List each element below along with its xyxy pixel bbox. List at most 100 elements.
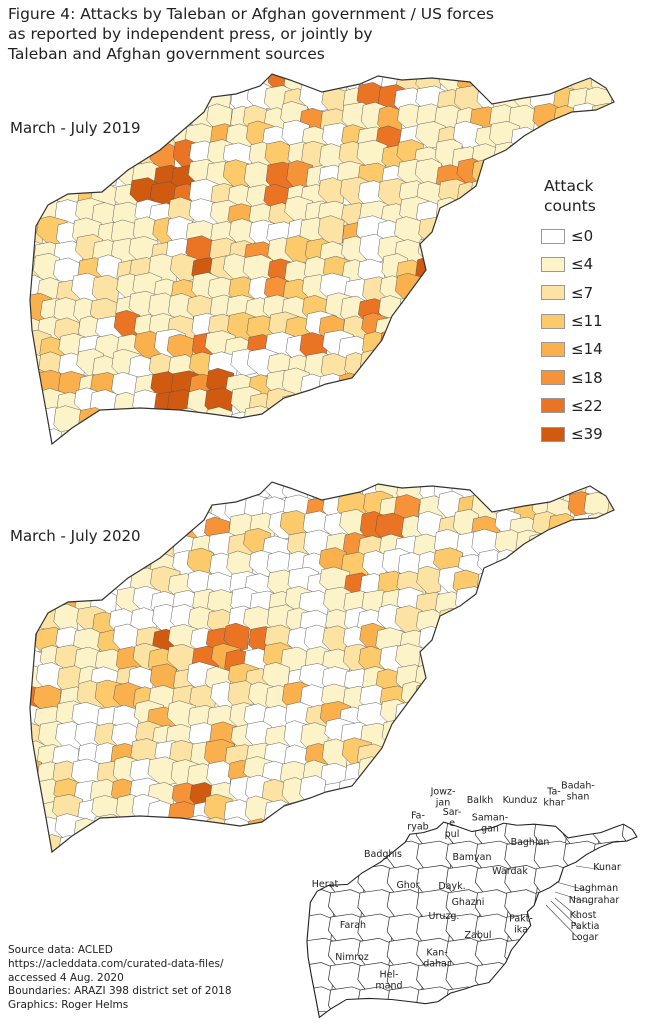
district <box>587 625 614 660</box>
district <box>53 482 83 502</box>
district <box>512 219 541 250</box>
province-shape <box>621 962 637 999</box>
district <box>305 796 333 829</box>
province-shape <box>416 1010 457 1018</box>
district <box>111 121 140 154</box>
district <box>513 630 545 663</box>
district <box>417 431 447 444</box>
district <box>417 335 446 366</box>
district <box>493 387 520 419</box>
source-notes: Source data: ACLED https://acleddata.com… <box>8 944 232 1013</box>
district <box>166 834 195 852</box>
district <box>34 567 65 600</box>
district <box>454 314 481 345</box>
province-label-line: Jowz- <box>430 787 456 798</box>
district <box>337 372 364 403</box>
district <box>96 495 124 524</box>
district <box>223 622 250 653</box>
district <box>495 588 524 623</box>
district <box>470 316 501 345</box>
district <box>454 355 483 385</box>
district <box>531 700 558 734</box>
district <box>30 515 45 546</box>
district <box>473 331 503 364</box>
district <box>606 569 614 600</box>
province-label: Zabul <box>464 930 491 941</box>
district <box>489 482 516 508</box>
legend-label: ≤39 <box>571 425 603 444</box>
district <box>457 275 484 304</box>
title-line: as reported by independent press, or joi… <box>8 25 373 43</box>
district <box>306 411 336 444</box>
district <box>490 411 518 442</box>
district <box>299 389 328 421</box>
district <box>222 816 250 845</box>
district <box>381 367 411 396</box>
district <box>509 353 539 382</box>
district <box>415 352 442 386</box>
leader-line <box>554 897 580 919</box>
district <box>417 407 444 438</box>
district <box>511 482 542 507</box>
district <box>608 606 614 636</box>
district <box>73 159 105 187</box>
district <box>437 668 466 696</box>
district <box>434 274 462 306</box>
district <box>472 411 503 444</box>
district <box>531 126 558 158</box>
district <box>473 623 504 657</box>
district <box>116 489 144 520</box>
district <box>439 354 468 385</box>
district <box>419 274 446 305</box>
district <box>400 778 430 812</box>
district <box>470 758 497 790</box>
district <box>356 368 386 402</box>
district <box>356 814 383 844</box>
province-shape <box>563 1010 602 1018</box>
district <box>51 553 83 586</box>
district <box>548 549 577 582</box>
district <box>591 643 614 677</box>
province-label-line: Zabul <box>464 930 491 941</box>
district <box>57 164 85 197</box>
district <box>75 83 103 116</box>
province-label-line: Ghor <box>396 880 419 891</box>
district <box>570 569 598 598</box>
district <box>171 820 201 852</box>
district <box>510 409 543 441</box>
district <box>34 141 64 174</box>
district <box>55 138 85 170</box>
district <box>549 139 581 172</box>
district <box>512 570 540 600</box>
district <box>148 410 179 442</box>
district <box>241 839 271 852</box>
province-shape <box>621 1010 637 1018</box>
district <box>590 740 614 769</box>
district <box>551 739 578 771</box>
district <box>337 778 369 812</box>
district <box>399 355 429 385</box>
province-shape <box>563 986 605 1018</box>
district <box>491 668 517 700</box>
district <box>451 370 481 399</box>
district <box>607 778 614 810</box>
title-line: Taleban and Afghan government sources <box>8 45 325 63</box>
province-label: Baghlan <box>511 837 550 848</box>
district <box>547 569 578 601</box>
map-2020 <box>29 481 615 853</box>
province-label: Dayk. <box>438 881 465 892</box>
district <box>116 837 146 852</box>
province-label: Laghman <box>574 883 618 894</box>
district <box>571 700 601 728</box>
district <box>527 585 559 616</box>
district <box>583 528 613 561</box>
district <box>511 591 544 621</box>
district <box>188 482 219 505</box>
province-label: Badah-shan <box>561 781 595 803</box>
district <box>514 393 542 424</box>
district <box>512 254 541 285</box>
district <box>30 176 46 210</box>
district <box>458 686 490 717</box>
legend-swatch <box>541 370 565 386</box>
province-shape <box>357 1010 398 1018</box>
